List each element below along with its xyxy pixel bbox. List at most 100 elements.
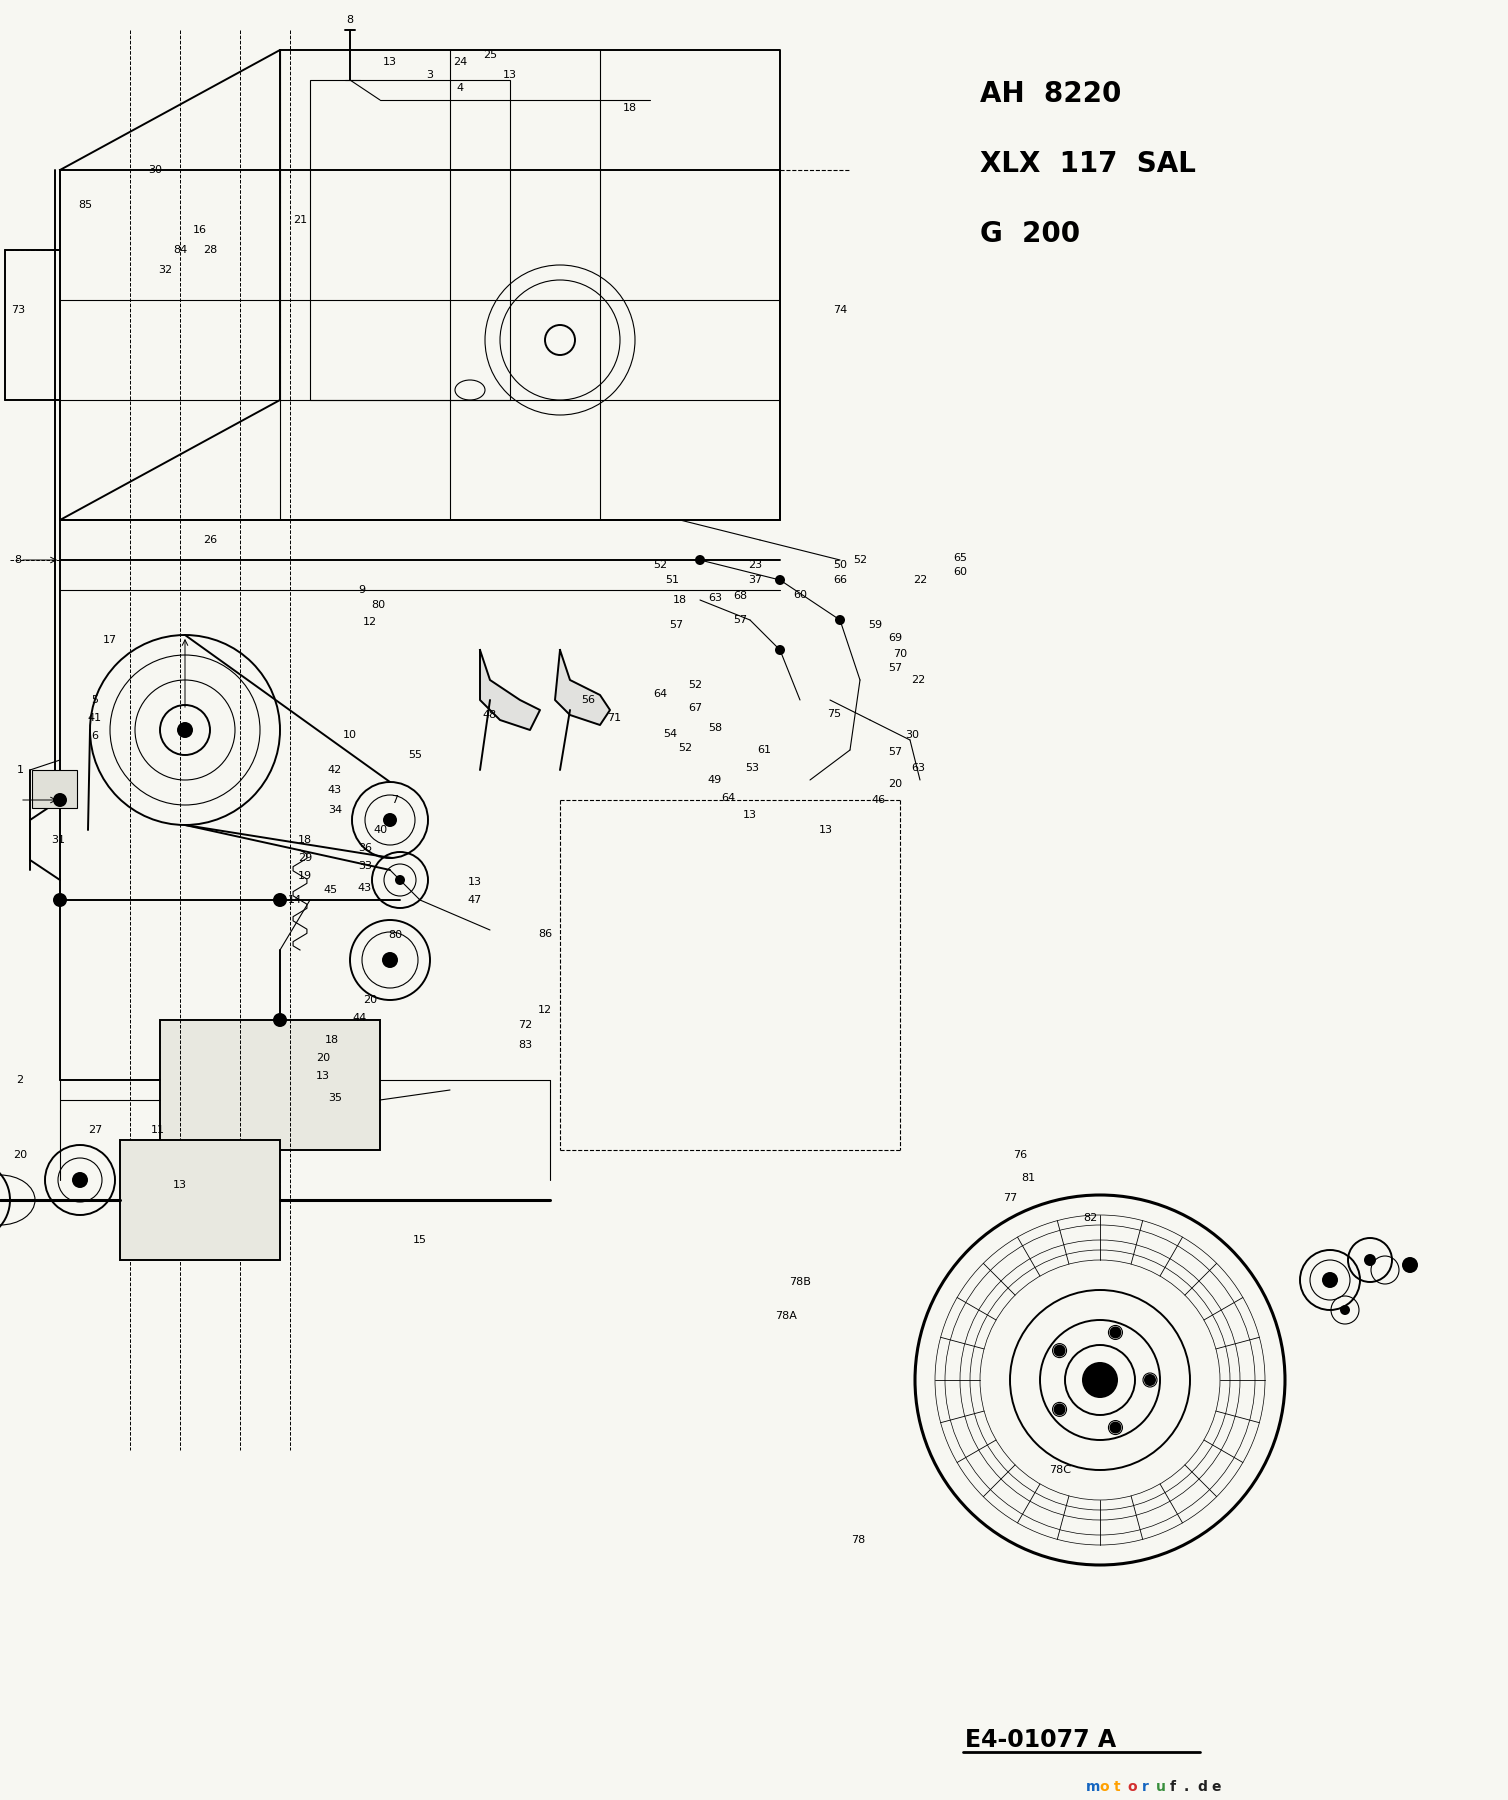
Text: 35: 35: [329, 1093, 342, 1103]
Circle shape: [395, 875, 406, 886]
Circle shape: [1083, 1363, 1117, 1399]
Text: 18: 18: [324, 1035, 339, 1046]
Bar: [311, 79, 510, 400]
Circle shape: [775, 574, 786, 585]
Text: 85: 85: [78, 200, 92, 211]
Text: 58: 58: [707, 724, 722, 733]
Bar: [121, 1139, 280, 1260]
Text: 43: 43: [327, 785, 342, 796]
Text: 28: 28: [204, 245, 217, 256]
Text: 18: 18: [299, 835, 312, 844]
Text: 69: 69: [888, 634, 902, 643]
Text: 34: 34: [327, 805, 342, 815]
Text: 78A: 78A: [775, 1310, 796, 1321]
Text: 13: 13: [317, 1071, 330, 1082]
Text: 24: 24: [452, 58, 467, 67]
Text: 4: 4: [457, 83, 463, 94]
Text: u: u: [1155, 1780, 1166, 1795]
Text: 53: 53: [745, 763, 759, 772]
Text: 13: 13: [743, 810, 757, 821]
Text: 36: 36: [357, 842, 372, 853]
Text: o: o: [1099, 1780, 1110, 1795]
Circle shape: [1054, 1404, 1066, 1415]
Text: 72: 72: [517, 1021, 532, 1030]
Text: 60: 60: [953, 567, 967, 578]
Text: 23: 23: [748, 560, 762, 571]
Text: 78B: 78B: [789, 1276, 811, 1287]
Text: AH  8220: AH 8220: [980, 79, 1122, 108]
Text: 30: 30: [905, 731, 918, 740]
Circle shape: [1323, 1273, 1338, 1289]
Text: 49: 49: [707, 776, 722, 785]
Text: 57: 57: [888, 662, 902, 673]
Text: 18: 18: [623, 103, 636, 113]
Text: 13: 13: [173, 1181, 187, 1190]
Polygon shape: [480, 650, 540, 731]
Text: o: o: [1128, 1780, 1137, 1795]
Text: d: d: [1197, 1780, 1208, 1795]
Text: 25: 25: [483, 50, 498, 59]
Text: 43: 43: [357, 884, 372, 893]
Text: 40: 40: [372, 824, 388, 835]
Text: 9: 9: [359, 585, 365, 596]
Text: 80: 80: [388, 931, 403, 940]
Circle shape: [273, 1013, 287, 1028]
Text: 29: 29: [299, 853, 312, 862]
Text: 77: 77: [1003, 1193, 1016, 1202]
Text: 6: 6: [92, 731, 98, 742]
Text: 41: 41: [87, 713, 103, 724]
Text: 59: 59: [869, 619, 882, 630]
Polygon shape: [555, 650, 611, 725]
Text: 20: 20: [317, 1053, 330, 1064]
Circle shape: [1145, 1373, 1157, 1386]
Text: 13: 13: [467, 877, 483, 887]
Text: 66: 66: [832, 574, 847, 585]
Text: 83: 83: [517, 1040, 532, 1049]
Text: G  200: G 200: [980, 220, 1080, 248]
Text: 22: 22: [912, 574, 927, 585]
Text: 1: 1: [17, 765, 24, 776]
Text: 44: 44: [353, 1013, 366, 1022]
Text: 78C: 78C: [1050, 1465, 1071, 1474]
Text: 63: 63: [707, 592, 722, 603]
Circle shape: [835, 616, 844, 625]
Text: 56: 56: [581, 695, 596, 706]
Text: 50: 50: [832, 560, 847, 571]
Text: 51: 51: [665, 574, 679, 585]
Text: 52: 52: [688, 680, 703, 689]
Text: 74: 74: [832, 304, 847, 315]
Text: 18: 18: [673, 596, 688, 605]
Circle shape: [72, 1172, 87, 1188]
Text: 27: 27: [87, 1125, 103, 1136]
Text: 20: 20: [14, 1150, 27, 1159]
Text: t: t: [1114, 1780, 1120, 1795]
Text: 2: 2: [17, 1075, 24, 1085]
Text: 37: 37: [748, 574, 762, 585]
Text: 61: 61: [757, 745, 771, 754]
Text: 7: 7: [392, 796, 398, 805]
Text: 32: 32: [158, 265, 172, 275]
Text: 3: 3: [427, 70, 433, 79]
Bar: [32, 770, 77, 808]
Text: 60: 60: [793, 590, 807, 599]
Circle shape: [1365, 1255, 1375, 1265]
Bar: [160, 1021, 380, 1150]
Text: 70: 70: [893, 650, 908, 659]
Text: 20: 20: [888, 779, 902, 788]
Text: 64: 64: [721, 794, 734, 803]
Text: 86: 86: [538, 929, 552, 940]
Text: 65: 65: [953, 553, 967, 563]
Text: 81: 81: [1021, 1174, 1034, 1183]
Text: 71: 71: [606, 713, 621, 724]
Circle shape: [53, 893, 66, 907]
Text: 78: 78: [851, 1535, 866, 1544]
Text: 42: 42: [327, 765, 342, 776]
Text: 64: 64: [653, 689, 667, 698]
Text: m: m: [1086, 1780, 1101, 1795]
Text: 12: 12: [363, 617, 377, 626]
Text: r: r: [1142, 1780, 1149, 1795]
Text: 13: 13: [819, 824, 832, 835]
Text: 47: 47: [467, 895, 483, 905]
Text: 22: 22: [911, 675, 924, 686]
Text: 45: 45: [323, 886, 338, 895]
